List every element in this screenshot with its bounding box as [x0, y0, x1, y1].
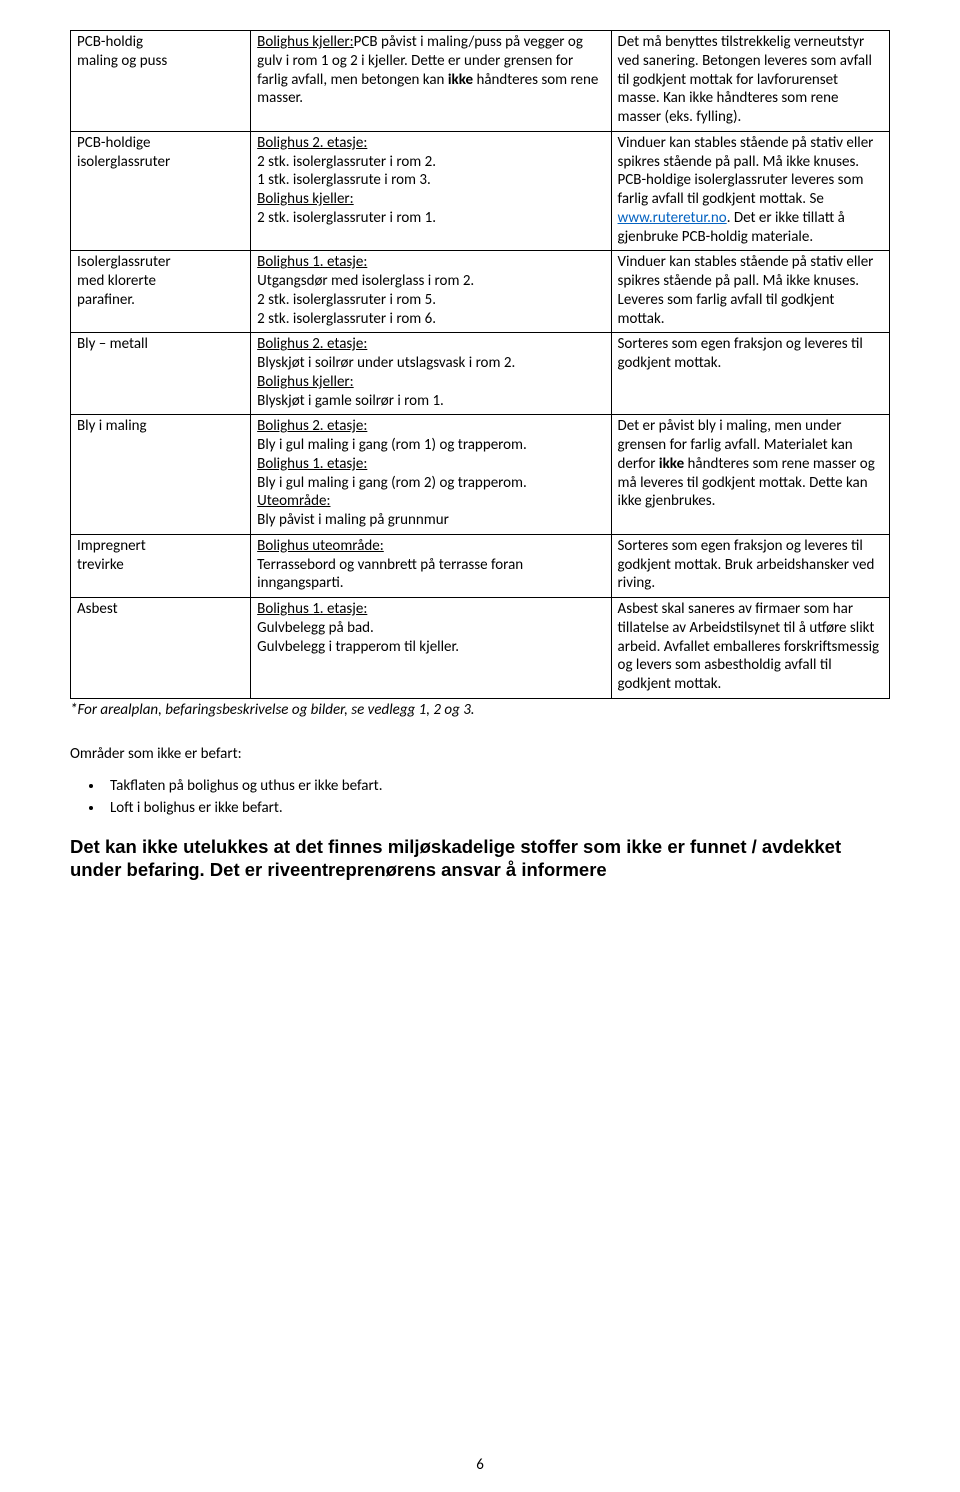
final-statement-part2: Det er riveentreprenørens ansvar å infor… — [210, 859, 607, 880]
action-cell: Sorteres som egen fraksjon og leveres ti… — [611, 534, 889, 597]
location-cell: Bolighus 1. etasje:Utgangsdør med isoler… — [251, 251, 611, 333]
location-cell: Bolighus 2. etasje:Bly i gul maling i ga… — [251, 415, 611, 535]
hazard-table: PCB-holdigmaling og pussBolighus kjeller… — [70, 30, 890, 699]
table-row: Isolerglassrutermed klorerteparafiner.Bo… — [71, 251, 890, 333]
table-row: Bly i malingBolighus 2. etasje:Bly i gul… — [71, 415, 890, 535]
location-cell: Bolighus uteområde:Terrassebord og vannb… — [251, 534, 611, 597]
material-cell: Bly – metall — [71, 333, 251, 415]
table-footnote: *For arealplan, befaringsbeskrivelse og … — [70, 701, 890, 719]
action-cell: Vinduer kan stables stående på stativ el… — [611, 251, 889, 333]
action-cell: Asbest skal saneres av firmaer som har t… — [611, 598, 889, 699]
location-cell: Bolighus 2. etasje:Blyskjøt i soilrør un… — [251, 333, 611, 415]
document-page: PCB-holdigmaling og pussBolighus kjeller… — [0, 0, 960, 1492]
material-cell: Asbest — [71, 598, 251, 699]
action-cell: Det må benyttes tilstrekkelig verneutsty… — [611, 31, 889, 132]
table-row: ImpregnerttrevirkeBolighus uteområde:Ter… — [71, 534, 890, 597]
areas-not-inspected-list: Takflaten på bolighus og uthus er ikke b… — [104, 777, 890, 817]
material-cell: Impregnerttrevirke — [71, 534, 251, 597]
location-cell: Bolighus 1. etasje:Gulvbelegg på bad.Gul… — [251, 598, 611, 699]
list-item: Loft i bolighus er ikke befart. — [104, 799, 890, 817]
page-number: 6 — [0, 1456, 960, 1474]
table-row: Bly – metallBolighus 2. etasje:Blyskjøt … — [71, 333, 890, 415]
material-cell: Bly i maling — [71, 415, 251, 535]
action-cell: Vinduer kan stables stående på stativ el… — [611, 131, 889, 251]
list-item: Takflaten på bolighus og uthus er ikke b… — [104, 777, 890, 795]
table-row: PCB-holdigeisolerglassruterBolighus 2. e… — [71, 131, 890, 251]
final-statement: Det kan ikke utelukkes at det finnes mil… — [70, 835, 890, 881]
action-cell: Sorteres som egen fraksjon og leveres ti… — [611, 333, 889, 415]
table-row: AsbestBolighus 1. etasje:Gulvbelegg på b… — [71, 598, 890, 699]
table-row: PCB-holdigmaling og pussBolighus kjeller… — [71, 31, 890, 132]
material-cell: PCB-holdigeisolerglassruter — [71, 131, 251, 251]
location-cell: Bolighus kjeller:PCB påvist i maling/pus… — [251, 31, 611, 132]
action-cell: Det er påvist bly i maling, men under gr… — [611, 415, 889, 535]
areas-not-inspected-title: Områder som ikke er befart: — [70, 745, 890, 763]
material-cell: PCB-holdigmaling og puss — [71, 31, 251, 132]
external-link[interactable]: www.ruteretur.no — [618, 209, 727, 227]
material-cell: Isolerglassrutermed klorerteparafiner. — [71, 251, 251, 333]
location-cell: Bolighus 2. etasje:2 stk. isolerglassrut… — [251, 131, 611, 251]
